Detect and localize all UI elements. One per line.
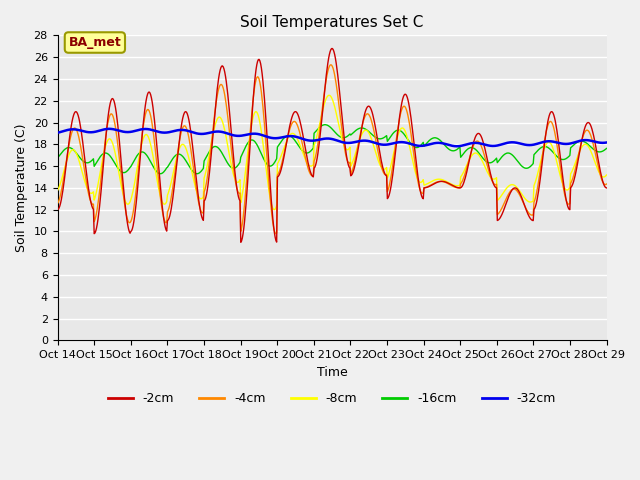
Legend: -2cm, -4cm, -8cm, -16cm, -32cm: -2cm, -4cm, -8cm, -16cm, -32cm [103,387,561,410]
X-axis label: Time: Time [317,366,348,379]
Y-axis label: Soil Temperature (C): Soil Temperature (C) [15,124,28,252]
Title: Soil Temperatures Set C: Soil Temperatures Set C [241,15,424,30]
Text: BA_met: BA_met [68,36,121,49]
